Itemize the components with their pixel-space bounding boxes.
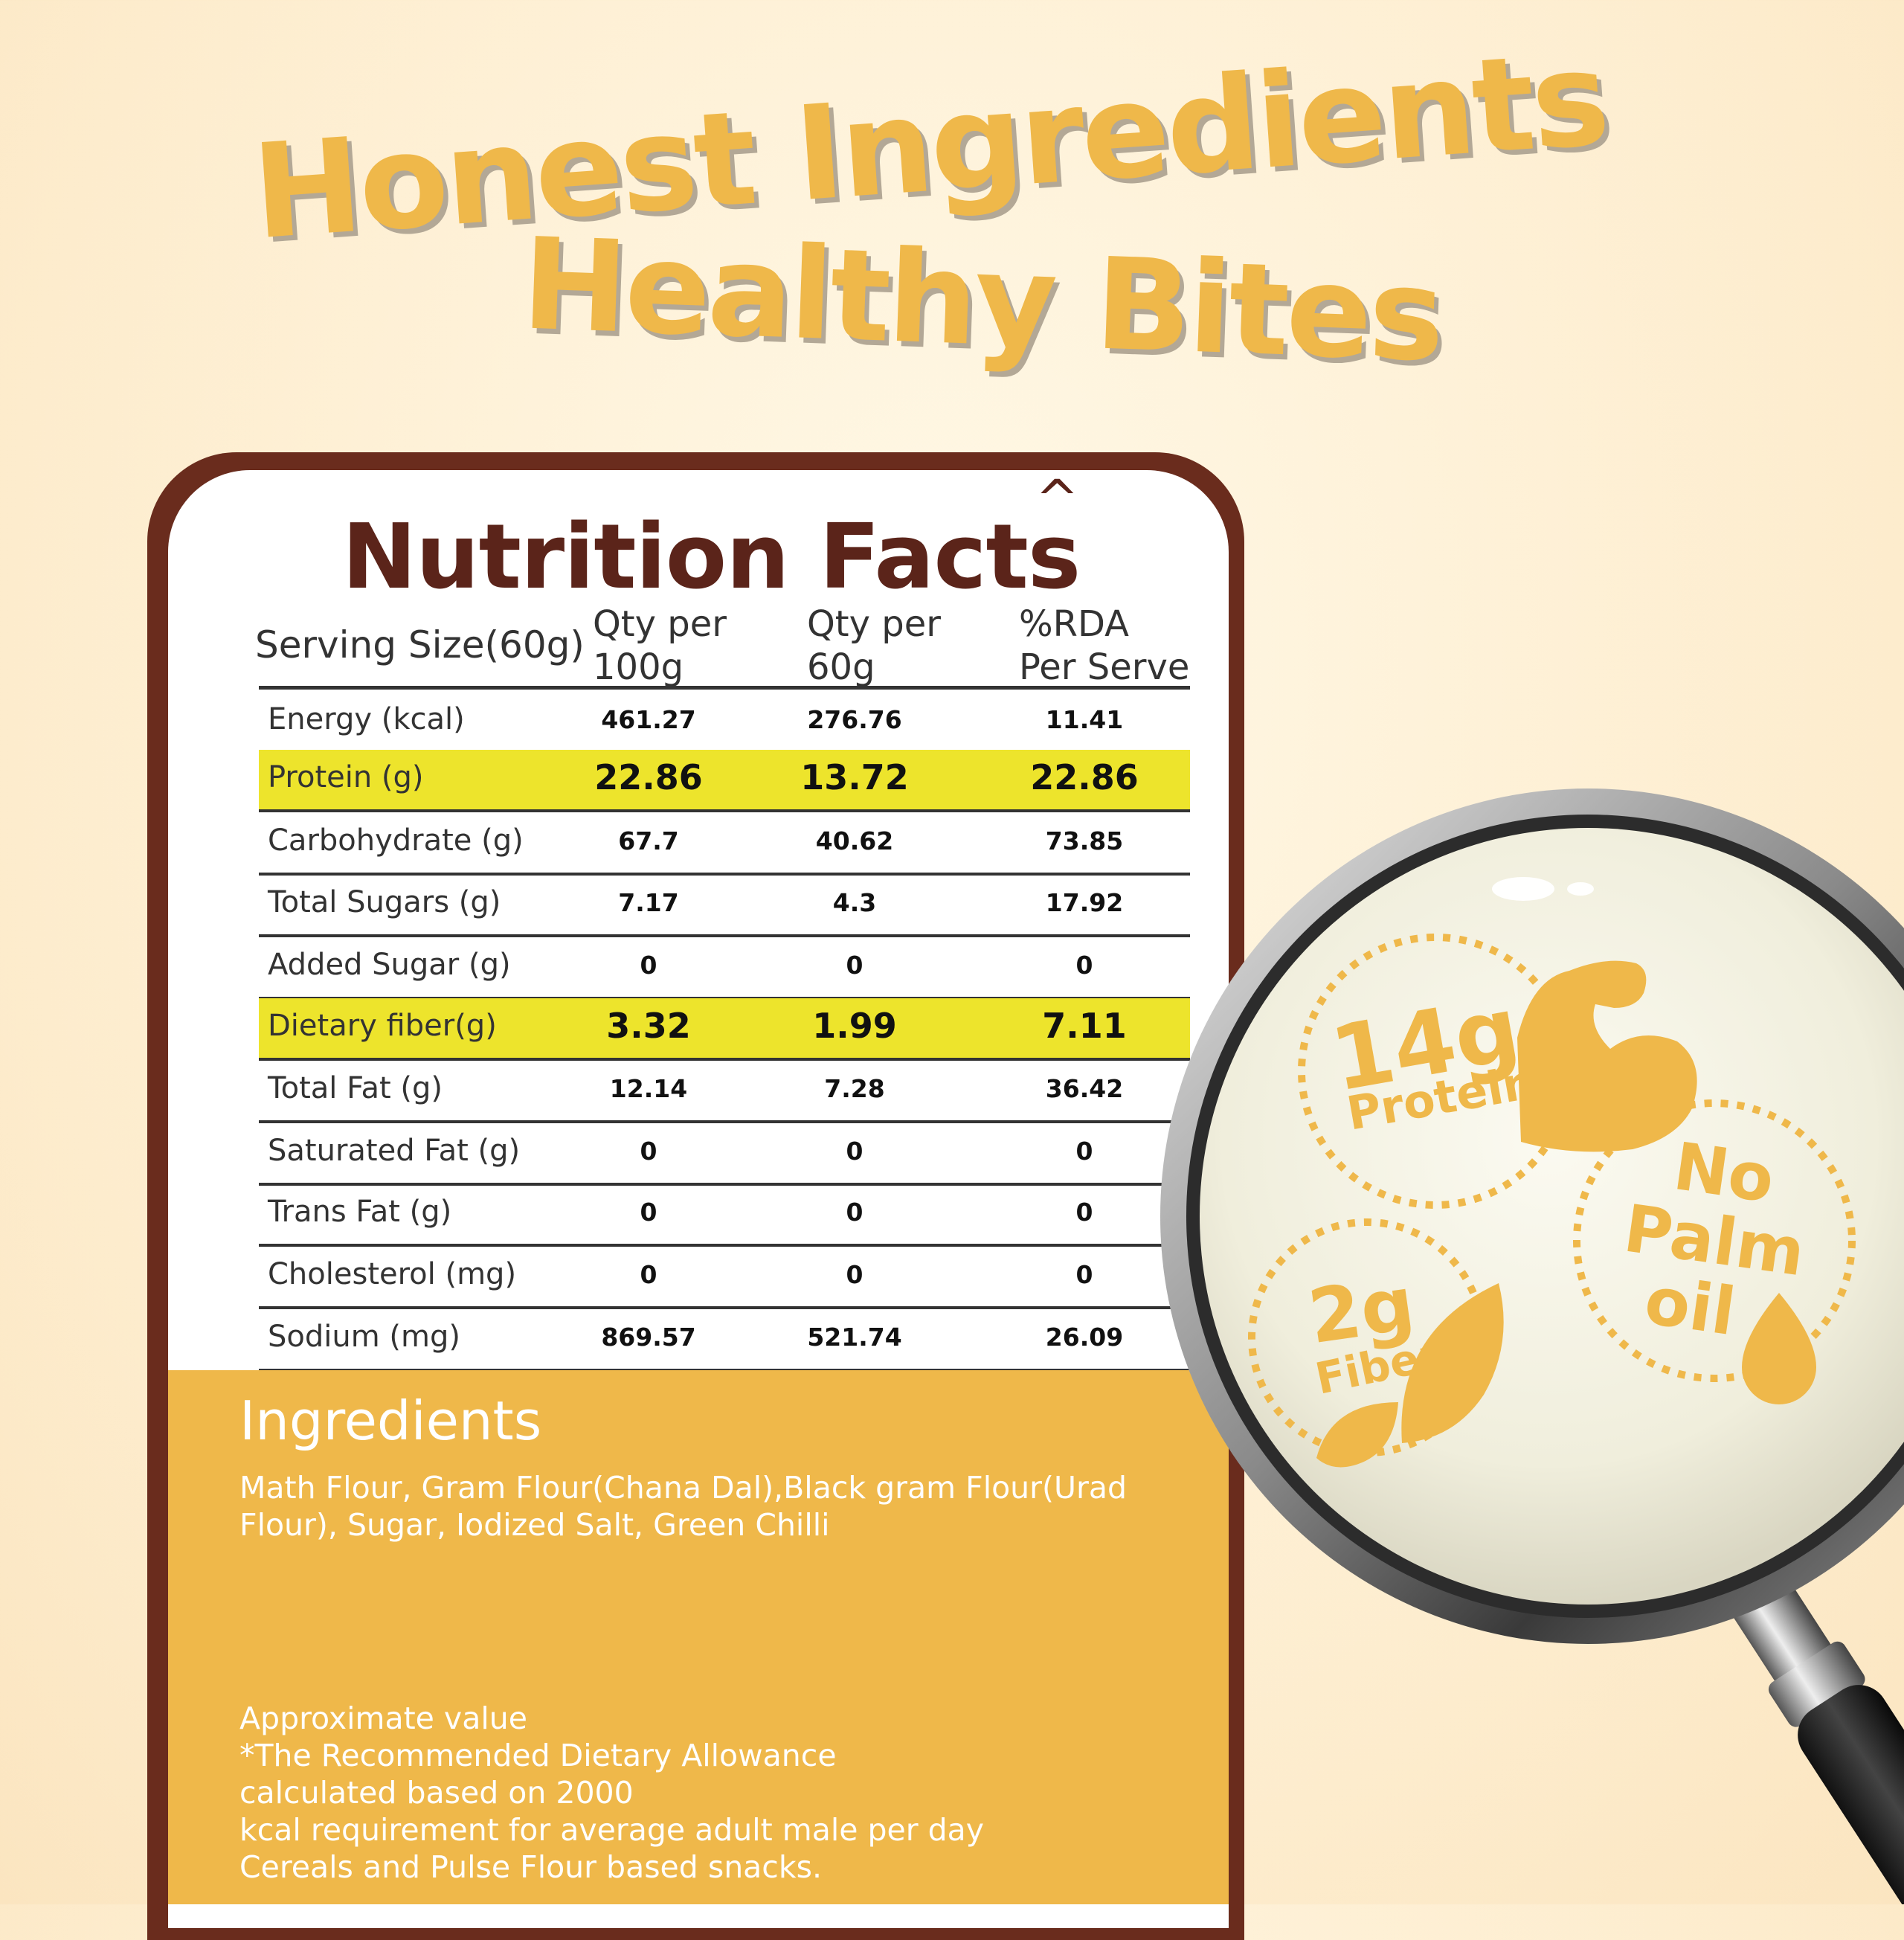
rda-value: 26.09 bbox=[1045, 1323, 1124, 1352]
rda-value: 0 bbox=[1075, 1198, 1093, 1227]
per60-value: 276.76 bbox=[807, 705, 902, 734]
col-header-per60: Qty per 60g bbox=[807, 603, 941, 688]
per60-value: 7.28 bbox=[824, 1074, 885, 1103]
nutrition-row: Carbohydrate (g) 67.7 40.62 73.85 bbox=[259, 813, 1190, 876]
rda-value: 73.85 bbox=[1045, 826, 1124, 855]
ingredients-text: Math Flour, Gram Flour(Chana Dal),Black … bbox=[239, 1470, 1128, 1543]
per60-value: 0 bbox=[846, 1198, 863, 1227]
muscle-icon bbox=[1517, 960, 1697, 1152]
rda-value: 7.11 bbox=[1042, 1006, 1127, 1046]
nutrition-row: Total Fat (g) 12.14 7.28 36.42 bbox=[259, 1061, 1190, 1123]
rda-value: 17.92 bbox=[1045, 888, 1124, 917]
nutrient-label: Added Sugar (g) bbox=[268, 948, 511, 982]
nutrition-row: Saturated Fat (g) 0 0 0 bbox=[259, 1123, 1190, 1186]
oil-drop-icon bbox=[1742, 1293, 1816, 1404]
per60-value: 1.99 bbox=[812, 1006, 897, 1046]
nutrition-row: Total Sugars (g) 7.17 4.3 17.92 bbox=[259, 875, 1190, 937]
per100-value: 461.27 bbox=[601, 705, 696, 734]
nutrition-row: Trans Fat (g) 0 0 0 bbox=[259, 1184, 1190, 1247]
nutrient-label: Carbohydrate (g) bbox=[268, 823, 524, 858]
per60-value: 0 bbox=[846, 1137, 863, 1166]
caret-mark: ^ bbox=[1035, 469, 1079, 530]
nutrient-label: Total Sugars (g) bbox=[268, 885, 501, 919]
rda-value: 0 bbox=[1075, 1260, 1093, 1289]
nutrient-label: Cholesterol (mg) bbox=[268, 1257, 517, 1291]
per100-value: 22.86 bbox=[594, 757, 703, 797]
leaf-icon bbox=[1316, 1283, 1504, 1468]
nutrient-label: Total Fat (g) bbox=[268, 1071, 443, 1105]
rda-value: 22.86 bbox=[1030, 757, 1139, 797]
per100-value: 0 bbox=[640, 1198, 657, 1227]
nutrient-label: Energy (kcal) bbox=[268, 702, 465, 736]
per100-value: 869.57 bbox=[601, 1323, 696, 1352]
nutrient-label: Saturated Fat (g) bbox=[268, 1134, 521, 1168]
per60-value: 0 bbox=[846, 1260, 863, 1289]
per60-value: 13.72 bbox=[800, 757, 909, 797]
nutrition-row: Protein (g) 22.86 13.72 22.86 bbox=[259, 750, 1190, 812]
rda-value: 0 bbox=[1075, 1137, 1093, 1166]
rda-note: Approximate value *The Recommended Dieta… bbox=[239, 1700, 985, 1885]
col-header-per100: Qty per 100g bbox=[593, 603, 727, 688]
nutrient-label: Dietary fiber(g) bbox=[268, 1009, 497, 1043]
per60-value: 40.62 bbox=[815, 826, 894, 855]
per100-value: 0 bbox=[640, 951, 657, 980]
rda-value: 0 bbox=[1075, 951, 1093, 980]
per100-value: 7.17 bbox=[618, 888, 679, 917]
serving-size-header: Serving Size(60g) bbox=[255, 623, 585, 667]
per100-value: 0 bbox=[640, 1137, 657, 1166]
header-divider bbox=[259, 686, 1190, 690]
per100-value: 3.32 bbox=[606, 1006, 691, 1046]
palm-oil-badge: No Palm oil bbox=[1619, 1128, 1810, 1351]
per100-value: 67.7 bbox=[618, 826, 679, 855]
nutrient-label: Sodium (mg) bbox=[268, 1320, 460, 1354]
nutrient-label: Trans Fat (g) bbox=[268, 1195, 452, 1229]
nutrition-row: Cholesterol (mg) 0 0 0 bbox=[259, 1247, 1190, 1309]
per100-value: 12.14 bbox=[609, 1074, 688, 1103]
nutrition-title: Nutrition Facts bbox=[341, 506, 1081, 609]
per60-value: 521.74 bbox=[807, 1323, 902, 1352]
rda-value: 36.42 bbox=[1045, 1074, 1124, 1103]
ingredients-title: Ingredients bbox=[239, 1390, 542, 1452]
nutrient-label: Protein (g) bbox=[268, 760, 424, 794]
rda-value: 11.41 bbox=[1045, 705, 1124, 734]
per100-value: 0 bbox=[640, 1260, 657, 1289]
ingredients-panel bbox=[168, 1370, 1229, 1904]
nutrition-row: Dietary fiber(g) 3.32 1.99 7.11 bbox=[259, 998, 1190, 1061]
per60-value: 0 bbox=[846, 951, 863, 980]
per60-value: 4.3 bbox=[832, 888, 877, 917]
col-header-rda: %RDA Per Serve bbox=[1019, 603, 1190, 688]
